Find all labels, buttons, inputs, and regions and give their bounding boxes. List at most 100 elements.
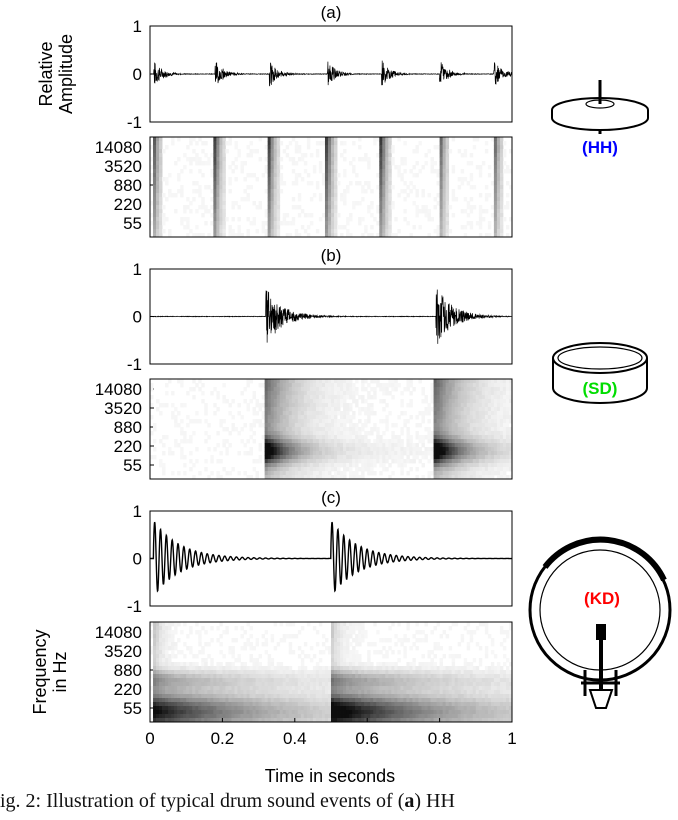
spectrogram-cell (327, 714, 332, 719)
spectrogram-cell (469, 225, 474, 230)
spectrogram-cell (334, 431, 338, 436)
spectrogram-cell (294, 678, 299, 683)
spectrogram-cell (321, 682, 326, 687)
spectrogram-cell (162, 229, 166, 234)
spectrogram-cell (370, 698, 374, 703)
spectrogram-cell (352, 459, 356, 464)
spectrogram-cell (442, 145, 447, 150)
spectrogram-cell (306, 387, 311, 392)
spectrogram-cell (315, 415, 320, 420)
spectrogram-cell (216, 682, 220, 687)
spectrogram-cell (385, 654, 389, 659)
spectrogram-cell (472, 447, 477, 452)
freq-tick-label: 55 (123, 456, 142, 475)
spectrogram-cell (270, 185, 275, 190)
spectrogram-cell (379, 221, 383, 226)
spectrogram-cell (472, 403, 477, 408)
spectrogram-cell (487, 471, 492, 476)
spectrogram-cell (490, 379, 495, 384)
spectrogram-cell (466, 383, 471, 388)
spectrogram-cell (291, 686, 296, 691)
spectrogram-cell (466, 411, 471, 416)
spectrogram-cell (189, 666, 193, 671)
spectrogram-cell (225, 714, 229, 719)
spectrogram-cell (297, 710, 302, 715)
spectrogram-cell (318, 455, 323, 460)
spectrogram-cell (294, 670, 299, 675)
spectrogram-cell (261, 403, 266, 408)
spectrogram-cell (312, 407, 317, 412)
spectrogram-cell (309, 427, 314, 432)
spectrogram-cell (156, 221, 160, 226)
spectrogram-cell (225, 447, 229, 452)
panel-frame (149, 268, 513, 365)
spectrogram-cell (475, 475, 480, 479)
spectrogram-cell (159, 714, 163, 719)
spectrogram-cell (334, 197, 338, 202)
spectrogram-cell (297, 205, 302, 210)
spectrogram-cell (267, 419, 272, 424)
spectrogram-cell (153, 193, 157, 198)
spectrogram-cell (303, 411, 308, 416)
spectrogram-cell (427, 431, 431, 436)
spectrogram-cell (349, 427, 353, 432)
panel-label: (b) (321, 246, 342, 265)
spectrogram-cell (291, 205, 296, 210)
spectrogram-cell (406, 459, 410, 464)
spectrogram-cell (499, 451, 504, 456)
spectrogram-cell (469, 471, 474, 476)
spectrogram-cell (222, 654, 226, 659)
spectrogram-cell (466, 471, 471, 476)
spectrogram-cell (400, 642, 404, 647)
spectrogram-cell (327, 467, 332, 472)
spectrogram-cell (415, 706, 419, 711)
spectrogram-cell (249, 702, 253, 707)
spectrogram-cell (490, 383, 495, 388)
spectrogram-cell (174, 690, 178, 695)
spectrogram-cell (285, 702, 290, 707)
spectrogram-cell (171, 391, 175, 396)
spectrogram-cell (159, 153, 163, 158)
spectrogram-cell (297, 654, 302, 659)
spectrogram-cell (270, 189, 275, 194)
spectrogram-cell (210, 189, 214, 194)
spectrogram-cell (502, 399, 507, 404)
spectrogram-cell (436, 403, 440, 408)
spectrogram-cell (382, 654, 386, 659)
spectrogram-cell (394, 233, 398, 237)
spectrogram-cell (267, 181, 272, 186)
spectrogram-cell (291, 682, 296, 687)
spectrogram-cell (484, 435, 489, 440)
spectrogram-cell (346, 443, 350, 448)
spectrogram-cell (496, 419, 501, 424)
spectrogram-cell (367, 706, 371, 711)
spectrogram-cell (306, 427, 311, 432)
spectrogram-cell (306, 213, 311, 218)
spectrogram-cell (258, 157, 263, 162)
spectrogram-cell (279, 427, 284, 432)
spectrogram-cell (153, 197, 157, 202)
spectrogram-cell (448, 475, 453, 479)
spectrogram-cell (219, 185, 223, 190)
spectrogram-cell (156, 654, 160, 659)
spectrogram-cell (198, 698, 202, 703)
spectrogram-cell (472, 395, 477, 400)
spectrogram-cell (312, 714, 317, 719)
spectrogram-cell (490, 475, 495, 479)
spectrogram-cell (334, 634, 338, 639)
spectrogram-cell (364, 463, 368, 468)
spectrogram-cell (442, 137, 447, 142)
spectrogram-cell (448, 391, 453, 396)
spectrogram-cell (267, 439, 272, 444)
spectrogram-cell (331, 177, 335, 182)
spectrogram-cell (195, 141, 199, 146)
spectrogram-cell (195, 694, 199, 699)
spectrogram-cell (388, 205, 392, 210)
spectrogram-cell (418, 451, 422, 456)
spectrogram-cell (466, 439, 471, 444)
spectrogram-cell (484, 443, 489, 448)
spectrogram-cell (448, 439, 453, 444)
spectrogram-cell (442, 233, 447, 237)
spectrogram-cell (222, 467, 226, 472)
spectrogram-cell (406, 403, 410, 408)
